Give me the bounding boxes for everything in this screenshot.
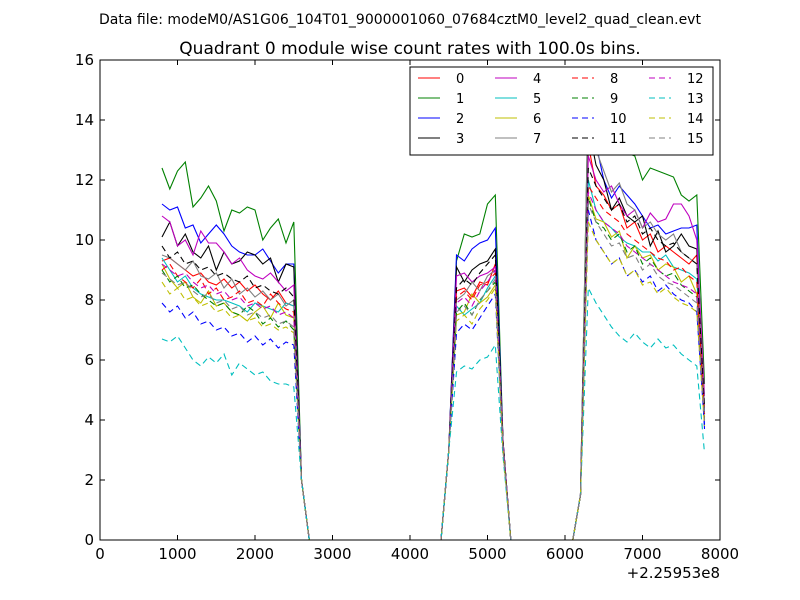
legend-label-5: 5 xyxy=(533,92,541,107)
x-tick-label: 3000 xyxy=(313,545,351,563)
legend-label-9: 9 xyxy=(610,92,618,107)
legend-label-6: 6 xyxy=(533,112,541,127)
x-tick-label: 2000 xyxy=(236,545,274,563)
y-tick-label: 4 xyxy=(84,411,94,429)
legend-label-11: 11 xyxy=(610,132,627,147)
legend-label-3: 3 xyxy=(456,132,464,147)
legend-label-8: 8 xyxy=(610,72,618,87)
legend-label-1: 1 xyxy=(456,92,464,107)
legend-label-13: 13 xyxy=(687,92,704,107)
x-tick-label: 4000 xyxy=(391,545,429,563)
x-tick-label: 7000 xyxy=(623,545,661,563)
legend-label-4: 4 xyxy=(533,72,541,87)
y-tick-label: 8 xyxy=(84,291,94,309)
x-offset-label: +2.25953e8 xyxy=(627,564,720,582)
y-tick-label: 6 xyxy=(84,351,94,369)
y-tick-label: 0 xyxy=(84,531,94,549)
y-tick-label: 10 xyxy=(75,231,94,249)
x-tick-label: 6000 xyxy=(546,545,584,563)
y-tick-label: 12 xyxy=(75,171,94,189)
legend-label-15: 15 xyxy=(687,132,704,147)
chart-title: Quadrant 0 module wise count rates with … xyxy=(179,39,640,59)
series-line-13 xyxy=(161,285,706,541)
legend-label-10: 10 xyxy=(610,112,627,127)
legend-label-0: 0 xyxy=(456,72,464,87)
x-tick-label: 5000 xyxy=(468,545,506,563)
ticks-layer: 0 1000 2000 3000 4000 5000 6000 7000 80000246810… xyxy=(75,51,739,563)
x-tick-label: 0 xyxy=(95,545,105,563)
legend-label-7: 7 xyxy=(533,132,541,147)
legend-label-14: 14 xyxy=(687,112,704,127)
x-tick-label: 1000 xyxy=(158,545,196,563)
legend-label-2: 2 xyxy=(456,112,464,127)
legend-label-12: 12 xyxy=(687,72,704,87)
y-tick-label: 16 xyxy=(75,51,94,69)
data-file-label: Data file: modeM0/AS1G06_104T01_90000010… xyxy=(99,12,701,28)
x-tick-label: 8000 xyxy=(701,545,739,563)
legend-frame xyxy=(409,66,714,156)
y-tick-label: 2 xyxy=(84,471,94,489)
y-tick-label: 14 xyxy=(75,111,94,129)
